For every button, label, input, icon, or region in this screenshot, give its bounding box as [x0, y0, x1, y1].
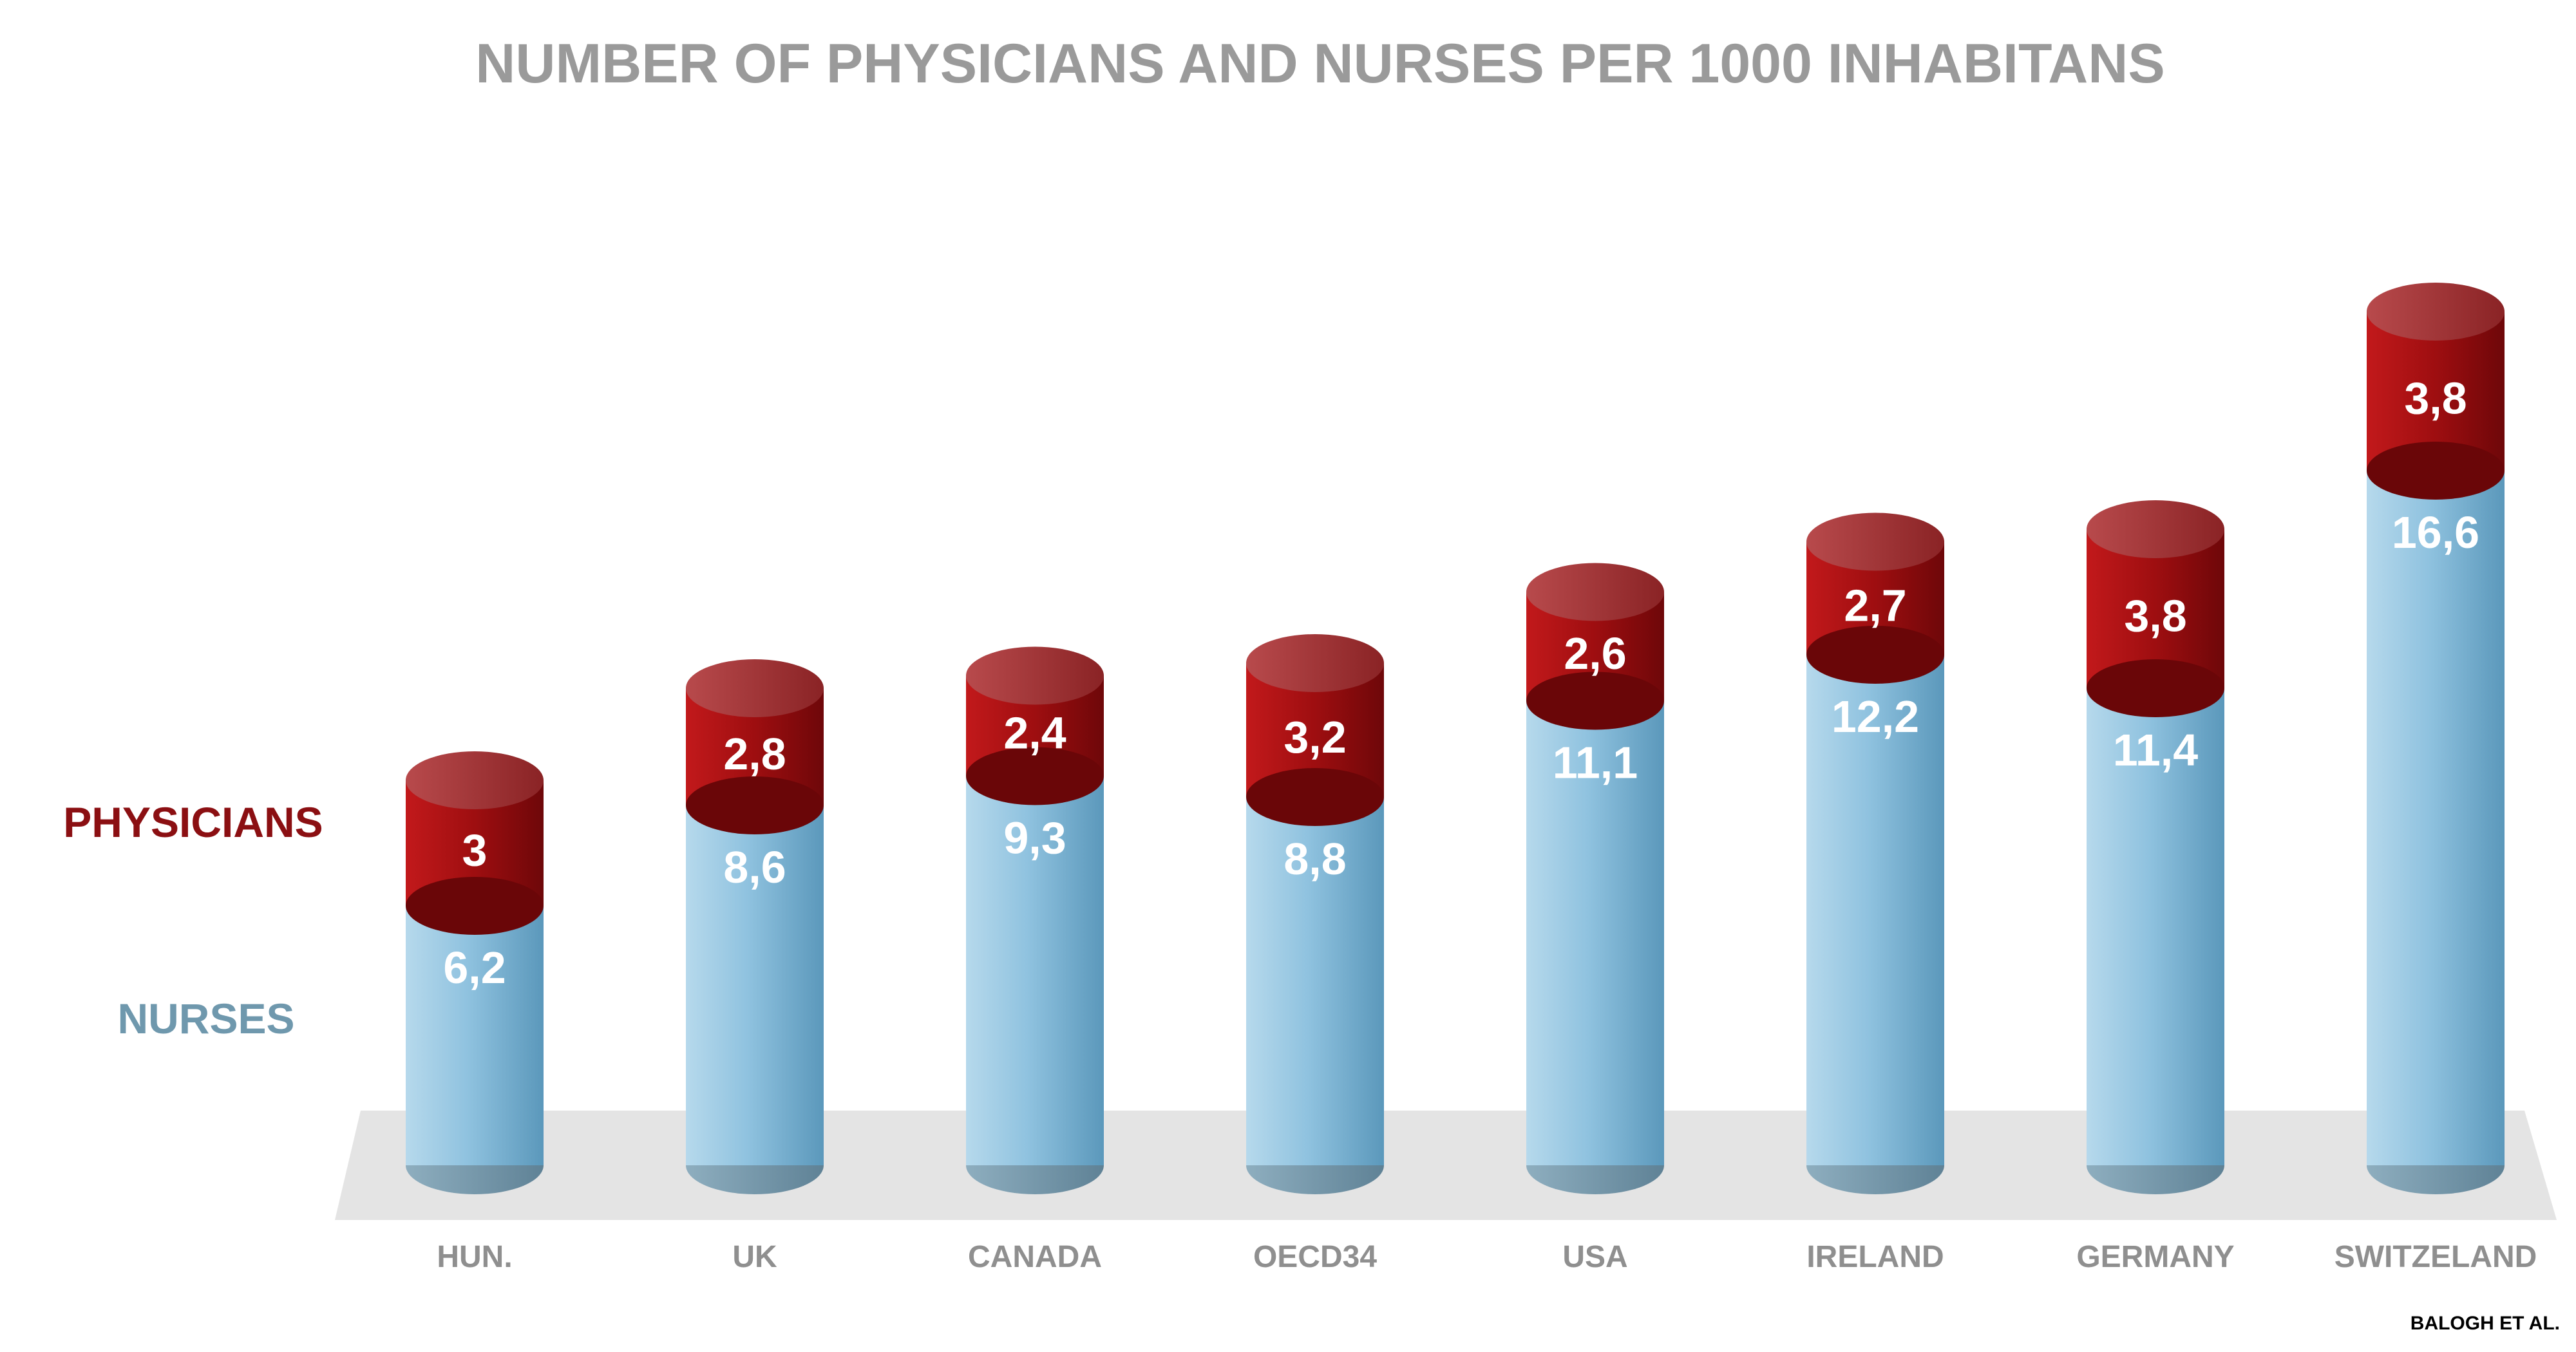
nurses-value-label: 12,2: [1832, 691, 1919, 742]
nurses-bar: [2087, 688, 2224, 1165]
physicians-bar-top: [406, 751, 544, 809]
physicians-bar-top: [966, 646, 1104, 705]
bar-stack-5: 2,6 11,1: [1526, 563, 1664, 1194]
physicians-value-label: 3,8: [2124, 591, 2186, 641]
bar-stack-1: 36,2: [406, 751, 544, 1194]
bar-stack-7: 3,8 11,4: [2087, 500, 2224, 1194]
category-label: SWITZELAND: [2334, 1240, 2537, 1274]
physicians-value-label: 2,4: [1003, 708, 1066, 758]
category-label: CANADA: [968, 1240, 1102, 1274]
physicians-bar-bottom: [1526, 671, 1664, 730]
source-credit: BALOGH ET AL.: [2410, 1313, 2560, 1334]
physicians-value-label: 3,8: [2404, 373, 2467, 424]
category-label: OECD34: [1253, 1240, 1377, 1274]
physicians-bar-bottom: [966, 747, 1104, 805]
nurses-value-label: 9,3: [1003, 813, 1066, 863]
category-label: GERMANY: [2076, 1240, 2234, 1274]
category-label: IRELAND: [1806, 1240, 1944, 1274]
nurses-bar: [406, 906, 544, 1165]
physicians-bar-top: [1806, 512, 1944, 571]
physicians-bar-bottom: [1806, 626, 1944, 684]
physicians-value-label: 2,8: [723, 729, 786, 779]
nurses-value-label: 11,4: [2113, 725, 2198, 775]
physicians-bar-top: [2367, 283, 2505, 341]
legend-physicians: PHYSICIANS: [63, 798, 323, 846]
category-label: HUN.: [437, 1240, 512, 1274]
physicians-bar-top: [1526, 563, 1664, 621]
physicians-bar-top: [686, 659, 824, 717]
nurses-bar: [1526, 700, 1664, 1165]
nurses-bar: [966, 776, 1104, 1165]
nurses-value-label: 8,6: [723, 842, 786, 892]
physicians-value-label: 3,2: [1283, 712, 1346, 762]
bar-stack-3: 2,4 9,3: [966, 646, 1104, 1194]
nurses-bar: [686, 805, 824, 1165]
physicians-bar-bottom: [2087, 659, 2224, 717]
bar-stack-4: 3,2 8,8: [1246, 634, 1384, 1194]
category-label: USA: [1562, 1240, 1627, 1274]
category-labels: HUN. UK CANADA OECD34 USA IRELAND GERMANY SWITZ…: [437, 1240, 2537, 1274]
legend-nurses: NURSES: [117, 995, 294, 1042]
bars-group: 36,22,88,62,49,33,28,82,611,12,712,23,81…: [406, 283, 2505, 1194]
category-label: UK: [732, 1240, 777, 1274]
physicians-bar-top: [2087, 500, 2224, 558]
physicians-value-label: 2,7: [1844, 580, 1906, 630]
physicians-bar-bottom: [406, 877, 544, 935]
physicians-bar-bottom: [2367, 442, 2505, 500]
physicians-bar-bottom: [1246, 768, 1384, 826]
chart-title: NUMBER OF PHYSICIANS AND NURSES PER 1000…: [475, 33, 2164, 95]
nurses-value-label: 6,2: [443, 943, 506, 993]
physicians-bar-top: [1246, 634, 1384, 692]
physicians-value-label: 2,6: [1564, 628, 1626, 679]
bar-stack-8: 3,8 16,6: [2367, 283, 2505, 1194]
nurses-bar: [1246, 797, 1384, 1165]
nurses-value-label: 16,6: [2392, 507, 2479, 558]
physicians-value-label: 3: [462, 825, 488, 876]
nurses-bar: [1806, 655, 1944, 1165]
bar-stack-6: 2,7 12,2: [1806, 512, 1944, 1194]
nurses-bar: [2367, 471, 2505, 1165]
physicians-bar-bottom: [686, 776, 824, 834]
nurses-value-label: 11,1: [1553, 738, 1638, 788]
chart-floor: [335, 1111, 2557, 1220]
bar-stack-2: 2,8 8,6: [686, 659, 824, 1194]
nurses-value-label: 8,8: [1283, 834, 1346, 884]
